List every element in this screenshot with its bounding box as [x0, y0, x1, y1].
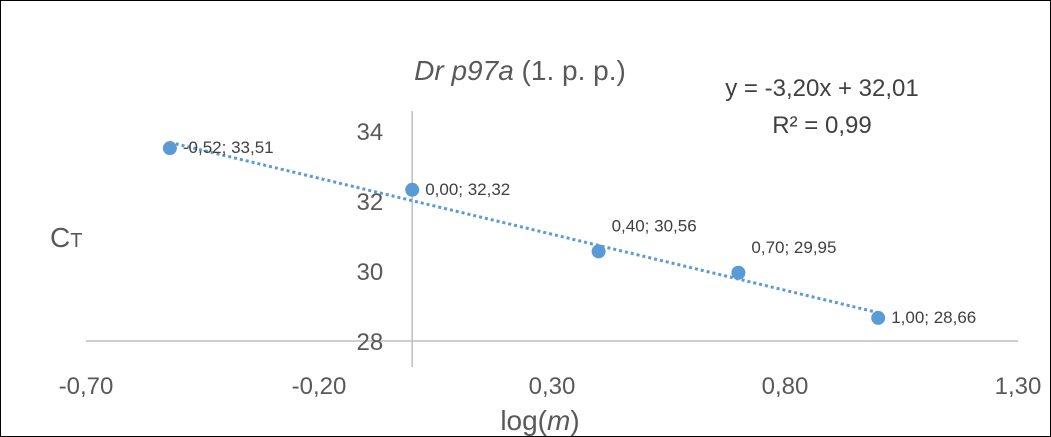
data-label: 1,00; 28,66: [891, 308, 976, 327]
x-axis-label-suffix: ): [570, 405, 579, 436]
data-point: [405, 182, 420, 197]
y-tick-label: 30: [356, 259, 383, 286]
trendline-equation: y = -3,20x + 32,01: [725, 75, 918, 102]
data-point: [731, 265, 746, 280]
trendline: [169, 140, 879, 315]
x-axis-label-var: m: [547, 405, 570, 436]
data-point: [871, 310, 886, 325]
plot-area: 28 30 32 34 -0,70 -0,20 0,30 0,80 1,30 -0,52; 33,…: [59, 111, 1042, 400]
x-tick-label: -0,20: [292, 373, 347, 400]
data-label: -0,52; 33,51: [183, 138, 274, 157]
x-axis-label-prefix: log(: [500, 405, 547, 436]
y-axis-label-sub: T: [70, 230, 82, 252]
data-label: 0,40; 30,56: [612, 216, 697, 235]
chart-title-rest: (1. p. p.): [514, 55, 626, 86]
data-label: 0,70; 29,95: [751, 238, 836, 257]
x-tick-label: 1,30: [995, 373, 1042, 400]
y-tick-label: 32: [356, 189, 383, 216]
x-axis-label: log(m): [500, 405, 579, 436]
x-tick-label: -0,70: [59, 373, 114, 400]
chart-title-italic: Dr p97a: [414, 55, 514, 86]
data-label: 0,00; 32,32: [425, 180, 510, 199]
y-axis-label-main: C: [50, 222, 70, 253]
x-tick-label: 0,80: [762, 373, 809, 400]
data-point: [162, 141, 177, 156]
data-point: [591, 244, 606, 259]
y-tick-label: 28: [356, 329, 383, 356]
chart-title: Dr p97a (1. p. p.): [414, 55, 626, 86]
y-axis-label: CT: [50, 222, 82, 253]
x-tick-label: 0,30: [529, 373, 576, 400]
trendline-r-squared: R² = 0,99: [772, 112, 871, 139]
y-tick-label: 34: [356, 119, 383, 146]
